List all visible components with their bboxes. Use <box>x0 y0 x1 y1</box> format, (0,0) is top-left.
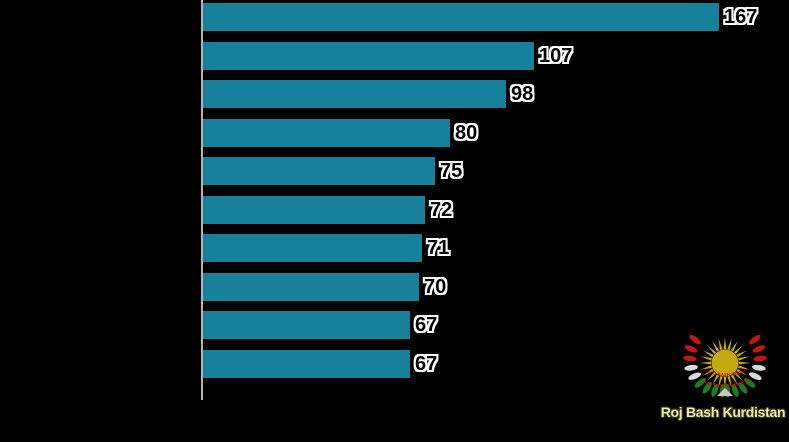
bar-value-label: 107 <box>539 44 573 67</box>
wreath-leaf <box>752 364 766 371</box>
bar <box>203 234 422 263</box>
bar-row: 67 <box>203 349 438 378</box>
wreath-leaf <box>749 334 761 345</box>
roj-bash-kurdistan-emblem: ROJ BASH KURDISTAN ROJ BASH KURDISTAN <box>674 330 767 398</box>
bar <box>203 118 450 147</box>
bar-value-label: 70 <box>424 275 447 298</box>
bar-row: 71 <box>203 234 450 263</box>
bar <box>203 349 410 378</box>
bar-row: 75 <box>203 157 463 186</box>
bar-row: 80 <box>203 118 478 147</box>
wreath-leaf <box>744 378 756 388</box>
wreath-leaf <box>731 383 739 397</box>
y-axis-line <box>201 0 203 400</box>
bar <box>203 272 419 301</box>
bar-value-label: 72 <box>430 198 453 221</box>
bar-row: 67 <box>203 311 438 340</box>
wreath-leaf <box>684 364 698 371</box>
wreath-leaf <box>711 383 719 397</box>
bar <box>203 80 506 109</box>
bar <box>203 195 425 224</box>
bar-value-label: 71 <box>427 237 450 260</box>
wreath-leaf <box>702 382 712 394</box>
bar-value-label: 98 <box>511 83 534 106</box>
sun-icon <box>699 337 751 389</box>
wreath-leaf <box>689 334 701 345</box>
emblem-base-triangle <box>717 388 733 396</box>
bar-value-label: 167 <box>724 6 758 28</box>
wreath-leaf <box>752 345 766 353</box>
bar-row: 98 <box>203 80 534 109</box>
bar-value-label: 67 <box>415 352 438 375</box>
watermark-text: Roj Bash Kurdistan <box>660 404 786 420</box>
bar <box>203 41 534 70</box>
bar-value-label: 75 <box>440 160 463 183</box>
wreath-leaf <box>694 378 706 388</box>
bar-row: 72 <box>203 195 453 224</box>
bar <box>203 3 719 31</box>
bar <box>203 311 410 340</box>
wreath-leaf <box>753 355 767 362</box>
bar-value-label: 80 <box>455 121 478 144</box>
bar-row: 70 <box>203 272 447 301</box>
bar-row: 167 <box>203 3 757 31</box>
bar-value-label: 67 <box>415 314 438 337</box>
wreath-leaf <box>748 372 762 380</box>
wreath-leaf <box>684 345 698 353</box>
wreath-leaf <box>738 382 748 394</box>
wreath-leaf <box>683 355 697 362</box>
bar-row: 107 <box>203 41 573 70</box>
bar <box>203 157 435 186</box>
wreath-leaf <box>688 372 702 380</box>
